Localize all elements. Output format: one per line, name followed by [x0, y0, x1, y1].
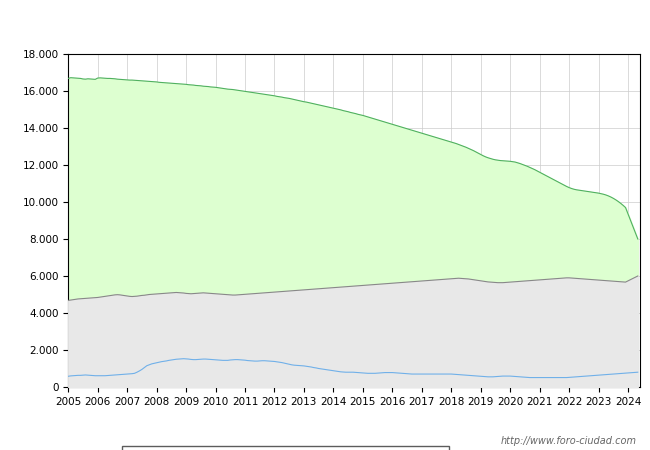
Text: http://www.foro-ciudad.com: http://www.foro-ciudad.com [501, 436, 637, 446]
Text: Castrillón - Evolucion de la poblacion en edad de Trabajar Mayo de 2024: Castrillón - Evolucion de la poblacion e… [60, 12, 590, 28]
Legend: Ocupados, Parados, Hab. entre 16-64: Ocupados, Parados, Hab. entre 16-64 [122, 446, 449, 450]
